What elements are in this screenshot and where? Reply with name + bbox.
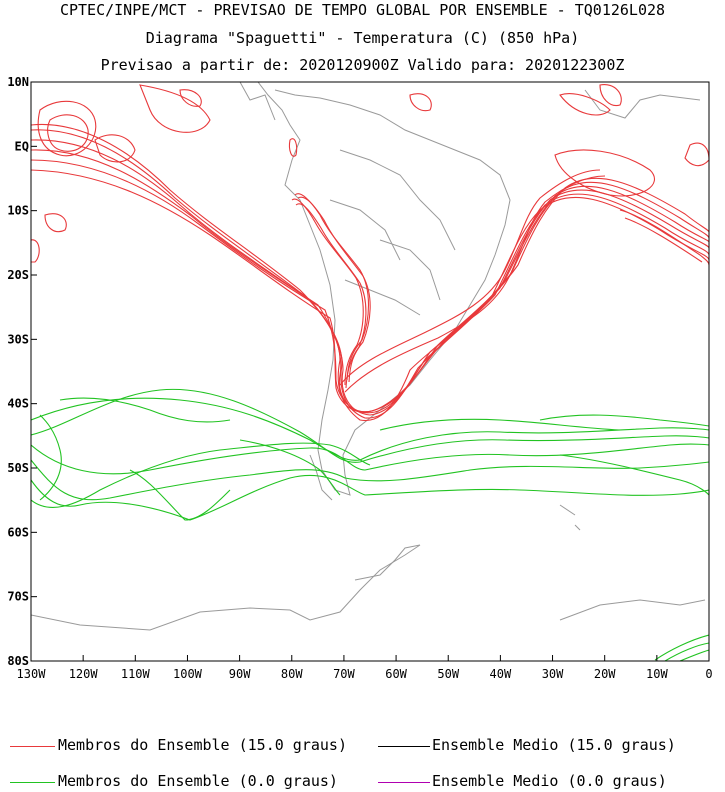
latitude-axis: 10N EQ 10S 20S 30S 40S 50S 60S 70S 80S <box>7 75 37 668</box>
lat-label: 30S <box>7 332 29 346</box>
title-line-3: Previsao a partir de: 2020120900Z Valido… <box>100 56 625 74</box>
legend-line-magenta <box>378 782 430 783</box>
lat-label: 20S <box>7 268 29 282</box>
lon-label: 10W <box>646 667 668 681</box>
lon-label: 120W <box>69 667 99 681</box>
lat-label: 80S <box>7 654 29 668</box>
lat-label: 60S <box>7 525 29 539</box>
lon-label: 110W <box>121 667 151 681</box>
legend-label-red: Membros do Ensemble (15.0 graus) <box>58 736 347 754</box>
lon-label: 40W <box>490 667 512 681</box>
map-plot: 10N EQ 10S 20S 30S 40S 50S 60S 70S 80S 130W 120W 11… <box>7 75 713 681</box>
legend-line-green <box>10 782 55 783</box>
lat-label: EQ <box>15 139 29 153</box>
legend-line-red <box>10 746 55 747</box>
green-contours-0C <box>31 388 709 661</box>
title-line-2: Diagrama "Spaguetti" - Temperatura (C) (… <box>145 29 580 47</box>
lon-label: 20W <box>594 667 616 681</box>
lon-label: 70W <box>333 667 355 681</box>
lat-label: 10S <box>7 204 29 218</box>
lon-label: 90W <box>229 667 251 681</box>
red-contours-15C <box>31 84 709 422</box>
legend-label-magenta: Ensemble Medio (0.0 graus) <box>432 772 667 790</box>
lon-label: 0 <box>705 667 712 681</box>
title-line-1: CPTEC/INPE/MCT - PREVISAO DE TEMPO GLOBA… <box>59 1 666 19</box>
lat-label: 50S <box>7 461 29 475</box>
lon-label: 30W <box>542 667 564 681</box>
legend-label-green: Membros do Ensemble (0.0 graus) <box>58 772 338 790</box>
lon-label: 60W <box>385 667 407 681</box>
lat-label: 40S <box>7 397 29 411</box>
longitude-axis: 130W 120W 110W 100W 90W 80W 70W 60W 50W 40W 30W 20W… <box>17 655 713 681</box>
lat-label: 10N <box>7 75 29 89</box>
lat-label: 70S <box>7 590 29 604</box>
lon-label: 50W <box>437 667 459 681</box>
lon-label: 80W <box>281 667 303 681</box>
lon-label: 130W <box>17 667 47 681</box>
legend-label-black: Ensemble Medio (15.0 graus) <box>432 736 676 754</box>
lon-label: 100W <box>173 667 203 681</box>
coastlines <box>31 82 706 631</box>
legend-line-black <box>378 746 430 747</box>
map-frame <box>30 81 710 662</box>
